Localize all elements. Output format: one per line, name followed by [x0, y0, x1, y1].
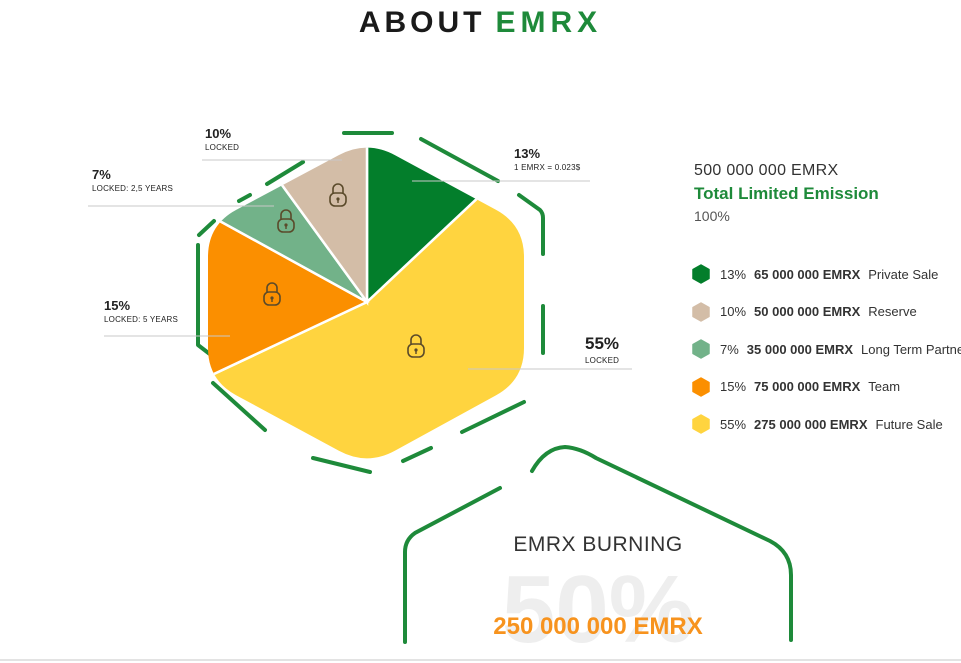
legend-percent: 13%: [720, 266, 747, 282]
slice-label-note: LOCKED: [205, 143, 240, 152]
slice-label: 7% LOCKED: 2,5 YEARS: [92, 167, 173, 193]
total-emission-percent: 100%: [694, 208, 730, 224]
legend-name: Long Term Partners: [861, 341, 961, 357]
lock-icons: [263, 183, 425, 358]
slice-label-percent: 10%: [205, 126, 232, 141]
slice-label-percent: 15%: [104, 298, 131, 313]
lock-icon: [329, 183, 347, 207]
burning-background-percent: 50%: [501, 556, 695, 663]
legend-percent: 10%: [720, 304, 747, 319]
legend-name: Reserve: [868, 304, 917, 319]
title-brand: EMRX: [495, 6, 603, 39]
slice-label-note: 1 EMRX = 0.023$: [514, 163, 581, 172]
page-title: ABOUT EMRX: [0, 6, 961, 40]
legend-percent: 15%: [720, 379, 747, 394]
legend-item: 55% 275 000 000 EMRX Future Sale: [692, 414, 961, 434]
hexagon-icon: [692, 414, 710, 434]
hexagon-frame-segment: [197, 219, 216, 237]
legend-item: 10% 50 000 000 EMRX Reserve: [692, 301, 961, 322]
hexagon-frame-segment: [237, 193, 252, 203]
legend-amount: 50 000 000 EMRX: [754, 304, 861, 319]
hexagon-frame-segment: [311, 456, 372, 474]
slice-label-percent: 7%: [92, 167, 111, 182]
total-emission-label: Total Limited Emission: [694, 184, 879, 203]
slice-label: 15% LOCKED: 5 YEARS: [104, 298, 178, 324]
pie-slices: [208, 147, 524, 459]
slice-label-percent: 55%: [585, 334, 620, 353]
hexagon-frame-segment: [401, 446, 433, 463]
lock-icon: [407, 334, 425, 358]
hexagon-frame-segment: [211, 381, 267, 432]
hexagon-frame-segment: [196, 243, 213, 357]
pie-slice-team: [208, 175, 370, 415]
title-prefix: ABOUT: [358, 6, 486, 39]
legend-name: Team: [868, 379, 901, 394]
slice-label-note: LOCKED: [585, 356, 620, 365]
hexagon-frame: [196, 131, 545, 474]
legend-percent: 7%: [720, 341, 739, 357]
legend-item: 7% 35 000 000 EMRX Long Term Partners: [692, 339, 961, 359]
legend-name: Future Sale: [875, 416, 943, 432]
slice-label-note: LOCKED: 2,5 YEARS: [92, 184, 174, 193]
lock-icon: [277, 209, 295, 233]
hexagon-icon: [692, 264, 710, 284]
emission-summary: 500 000 000 EMRX Total Limited Emission …: [694, 162, 879, 224]
total-emission-amount: 500 000 000 EMRX: [694, 162, 839, 179]
slice-label: 10% LOCKED: [205, 126, 239, 152]
chart-legend: 13% 65 000 000 EMRX Private Sale 10% 50 000 …: [692, 264, 961, 452]
slice-label-percent: 13%: [514, 146, 541, 161]
hexagon-frame-segment: [517, 193, 545, 256]
legend-item: 15% 75 000 000 EMRX Team: [692, 376, 961, 397]
legend-amount: 275 000 000 EMRX: [754, 416, 868, 432]
legend-amount: 65 000 000 EMRX: [754, 266, 861, 282]
slice-label-note: LOCKED: 5 YEARS: [104, 315, 178, 324]
burning-amount: 250 000 000 EMRX: [493, 613, 703, 640]
legend-amount: 75 000 000 EMRX: [754, 379, 861, 394]
slice-label: 55% LOCKED: [585, 334, 619, 365]
hexagon-frame-segment: [419, 137, 500, 183]
lock-icon: [263, 282, 281, 306]
leader-lines: [88, 159, 632, 370]
legend-name: Private Sale: [868, 266, 939, 282]
hexagon-icon: [692, 376, 710, 397]
legend-percent: 55%: [720, 416, 747, 432]
burning-hexagon-frame: [403, 444, 793, 644]
burning-title: EMRX BURNING: [513, 533, 683, 556]
slice-label: 13% 1 EMRX = 0.023$: [514, 146, 580, 172]
hexagon-frame-segment: [460, 400, 526, 434]
legend-item: 13% 65 000 000 EMRX Private Sale: [692, 264, 961, 284]
hexagon-icon: [692, 301, 710, 322]
page-divider: [0, 659, 961, 661]
legend-amount: 35 000 000 EMRX: [746, 341, 854, 357]
hexagon-icon: [692, 339, 710, 359]
hexagon-frame-segment: [265, 160, 305, 186]
